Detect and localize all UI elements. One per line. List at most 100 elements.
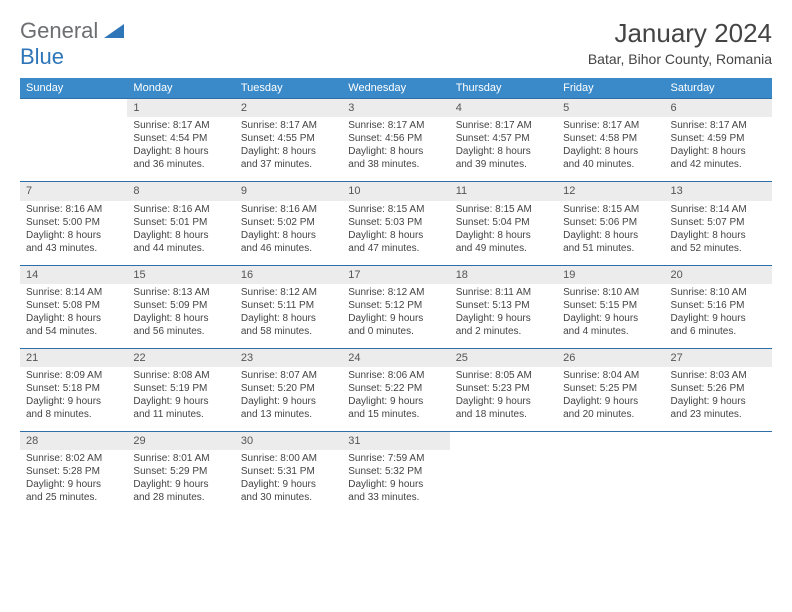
day-d1: Daylight: 9 hours xyxy=(563,312,658,325)
day-d1: Daylight: 9 hours xyxy=(348,478,443,491)
weekday-header: Sunday xyxy=(20,78,127,99)
day-ss: Sunset: 4:57 PM xyxy=(456,132,551,145)
day-number-row: 14151617181920 xyxy=(20,265,772,284)
day-ss: Sunset: 5:28 PM xyxy=(26,465,121,478)
day-cell: Sunrise: 8:11 AMSunset: 5:13 PMDaylight:… xyxy=(450,284,557,349)
day-sr: Sunrise: 8:16 AM xyxy=(26,203,121,216)
day-d2: and 37 minutes. xyxy=(241,158,336,171)
location: Batar, Bihor County, Romania xyxy=(588,51,772,67)
day-number xyxy=(20,99,127,118)
day-ss: Sunset: 5:31 PM xyxy=(241,465,336,478)
day-d2: and 25 minutes. xyxy=(26,491,121,504)
day-cell: Sunrise: 8:02 AMSunset: 5:28 PMDaylight:… xyxy=(20,450,127,514)
day-number: 29 xyxy=(127,432,234,451)
day-sr: Sunrise: 8:17 AM xyxy=(133,119,228,132)
day-d1: Daylight: 9 hours xyxy=(456,312,551,325)
day-d1: Daylight: 8 hours xyxy=(133,145,228,158)
day-sr: Sunrise: 8:09 AM xyxy=(26,369,121,382)
day-d1: Daylight: 8 hours xyxy=(241,145,336,158)
weekday-header: Friday xyxy=(557,78,664,99)
day-sr: Sunrise: 8:03 AM xyxy=(671,369,766,382)
day-d2: and 42 minutes. xyxy=(671,158,766,171)
day-d1: Daylight: 8 hours xyxy=(241,312,336,325)
day-cell: Sunrise: 8:14 AMSunset: 5:08 PMDaylight:… xyxy=(20,284,127,349)
day-d2: and 4 minutes. xyxy=(563,325,658,338)
day-sr: Sunrise: 8:13 AM xyxy=(133,286,228,299)
day-data-row: Sunrise: 8:16 AMSunset: 5:00 PMDaylight:… xyxy=(20,201,772,266)
day-d1: Daylight: 8 hours xyxy=(348,229,443,242)
day-number: 17 xyxy=(342,265,449,284)
day-ss: Sunset: 5:29 PM xyxy=(133,465,228,478)
day-number: 18 xyxy=(450,265,557,284)
day-d2: and 46 minutes. xyxy=(241,242,336,255)
day-ss: Sunset: 5:13 PM xyxy=(456,299,551,312)
day-cell: Sunrise: 8:17 AMSunset: 4:55 PMDaylight:… xyxy=(235,117,342,182)
day-d1: Daylight: 9 hours xyxy=(671,395,766,408)
day-sr: Sunrise: 8:14 AM xyxy=(671,203,766,216)
day-number: 27 xyxy=(665,348,772,367)
day-cell: Sunrise: 8:15 AMSunset: 5:03 PMDaylight:… xyxy=(342,201,449,266)
day-d2: and 8 minutes. xyxy=(26,408,121,421)
day-ss: Sunset: 4:56 PM xyxy=(348,132,443,145)
day-number xyxy=(665,432,772,451)
day-d1: Daylight: 8 hours xyxy=(671,229,766,242)
day-sr: Sunrise: 8:05 AM xyxy=(456,369,551,382)
day-d2: and 30 minutes. xyxy=(241,491,336,504)
day-sr: Sunrise: 8:14 AM xyxy=(26,286,121,299)
day-cell xyxy=(20,117,127,182)
day-ss: Sunset: 5:26 PM xyxy=(671,382,766,395)
day-sr: Sunrise: 8:17 AM xyxy=(348,119,443,132)
day-cell: Sunrise: 8:17 AMSunset: 4:59 PMDaylight:… xyxy=(665,117,772,182)
day-d2: and 11 minutes. xyxy=(133,408,228,421)
day-d2: and 52 minutes. xyxy=(671,242,766,255)
day-d2: and 2 minutes. xyxy=(456,325,551,338)
day-sr: Sunrise: 8:17 AM xyxy=(671,119,766,132)
day-d1: Daylight: 8 hours xyxy=(563,145,658,158)
day-ss: Sunset: 5:16 PM xyxy=(671,299,766,312)
day-d1: Daylight: 8 hours xyxy=(348,145,443,158)
day-number xyxy=(557,432,664,451)
day-d1: Daylight: 9 hours xyxy=(133,395,228,408)
day-number: 9 xyxy=(235,182,342,201)
day-d2: and 36 minutes. xyxy=(133,158,228,171)
day-sr: Sunrise: 8:06 AM xyxy=(348,369,443,382)
day-d2: and 51 minutes. xyxy=(563,242,658,255)
calendar-body: 123456Sunrise: 8:17 AMSunset: 4:54 PMDay… xyxy=(20,99,772,515)
day-ss: Sunset: 5:15 PM xyxy=(563,299,658,312)
day-ss: Sunset: 5:32 PM xyxy=(348,465,443,478)
day-sr: Sunrise: 8:16 AM xyxy=(133,203,228,216)
day-number: 10 xyxy=(342,182,449,201)
day-sr: Sunrise: 8:10 AM xyxy=(563,286,658,299)
day-number: 11 xyxy=(450,182,557,201)
day-cell: Sunrise: 8:15 AMSunset: 5:04 PMDaylight:… xyxy=(450,201,557,266)
day-sr: Sunrise: 8:17 AM xyxy=(456,119,551,132)
day-d1: Daylight: 8 hours xyxy=(241,229,336,242)
day-d1: Daylight: 9 hours xyxy=(26,395,121,408)
day-cell xyxy=(450,450,557,514)
day-cell: Sunrise: 8:15 AMSunset: 5:06 PMDaylight:… xyxy=(557,201,664,266)
day-sr: Sunrise: 8:04 AM xyxy=(563,369,658,382)
day-cell: Sunrise: 8:17 AMSunset: 4:54 PMDaylight:… xyxy=(127,117,234,182)
day-d2: and 6 minutes. xyxy=(671,325,766,338)
day-number: 16 xyxy=(235,265,342,284)
day-d2: and 58 minutes. xyxy=(241,325,336,338)
day-ss: Sunset: 5:03 PM xyxy=(348,216,443,229)
day-d1: Daylight: 8 hours xyxy=(456,229,551,242)
day-data-row: Sunrise: 8:14 AMSunset: 5:08 PMDaylight:… xyxy=(20,284,772,349)
day-data-row: Sunrise: 8:09 AMSunset: 5:18 PMDaylight:… xyxy=(20,367,772,432)
day-cell: Sunrise: 8:13 AMSunset: 5:09 PMDaylight:… xyxy=(127,284,234,349)
day-d2: and 56 minutes. xyxy=(133,325,228,338)
day-cell: Sunrise: 8:08 AMSunset: 5:19 PMDaylight:… xyxy=(127,367,234,432)
day-d2: and 39 minutes. xyxy=(456,158,551,171)
day-d1: Daylight: 9 hours xyxy=(563,395,658,408)
day-sr: Sunrise: 8:10 AM xyxy=(671,286,766,299)
day-ss: Sunset: 5:19 PM xyxy=(133,382,228,395)
day-sr: Sunrise: 8:15 AM xyxy=(456,203,551,216)
day-cell: Sunrise: 8:14 AMSunset: 5:07 PMDaylight:… xyxy=(665,201,772,266)
day-number: 7 xyxy=(20,182,127,201)
day-cell: Sunrise: 8:04 AMSunset: 5:25 PMDaylight:… xyxy=(557,367,664,432)
day-sr: Sunrise: 8:16 AM xyxy=(241,203,336,216)
day-number: 1 xyxy=(127,99,234,118)
day-d1: Daylight: 8 hours xyxy=(456,145,551,158)
month-title: January 2024 xyxy=(588,18,772,49)
